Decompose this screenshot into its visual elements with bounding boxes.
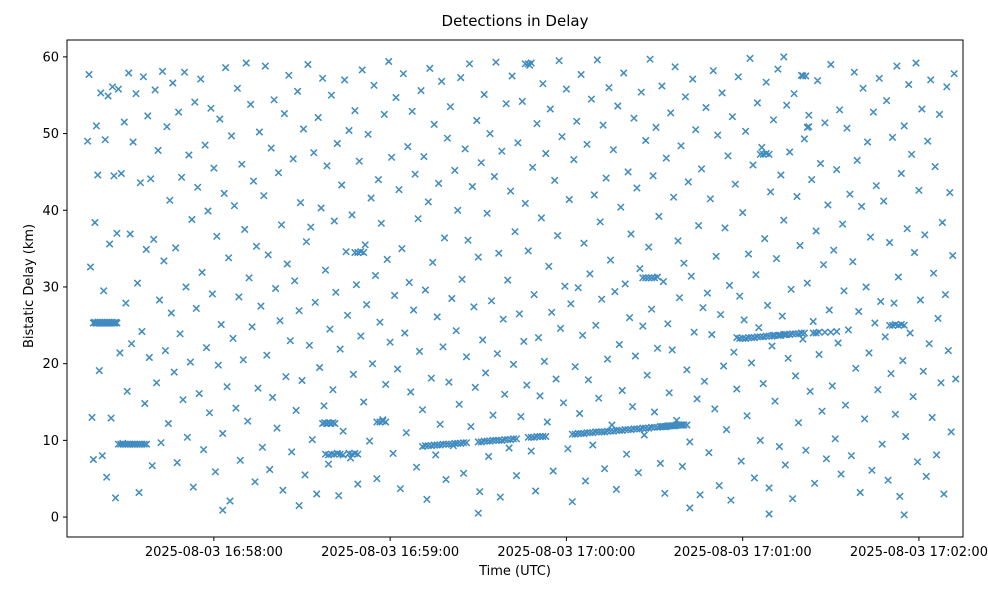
x-tick-label: 2025-08-03 17:02:00 [850,545,988,560]
x-tick-label: 2025-08-03 17:01:00 [674,545,812,560]
y-tick-label: 10 [42,434,59,449]
axes-frame [66,39,964,538]
scatter-points [83,53,960,519]
x-tick-label: 2025-08-03 16:59:00 [321,545,459,560]
y-tick-label: 30 [42,280,59,295]
y-tick-label: 20 [42,357,59,372]
y-tick-label: 0 [51,511,59,526]
chart-title: Detections in Delay [441,12,589,30]
x-axis-label: Time (UTC) [479,564,551,579]
x-tick-label: 2025-08-03 16:58:00 [145,545,283,560]
x-tick-label: 2025-08-03 17:00:00 [497,545,635,560]
y-tick-label: 50 [42,127,59,142]
y-tick-label: 40 [42,204,59,219]
y-tick-label: 60 [42,50,59,65]
y-axis-label: Bistatic Delay (km) [22,223,37,348]
